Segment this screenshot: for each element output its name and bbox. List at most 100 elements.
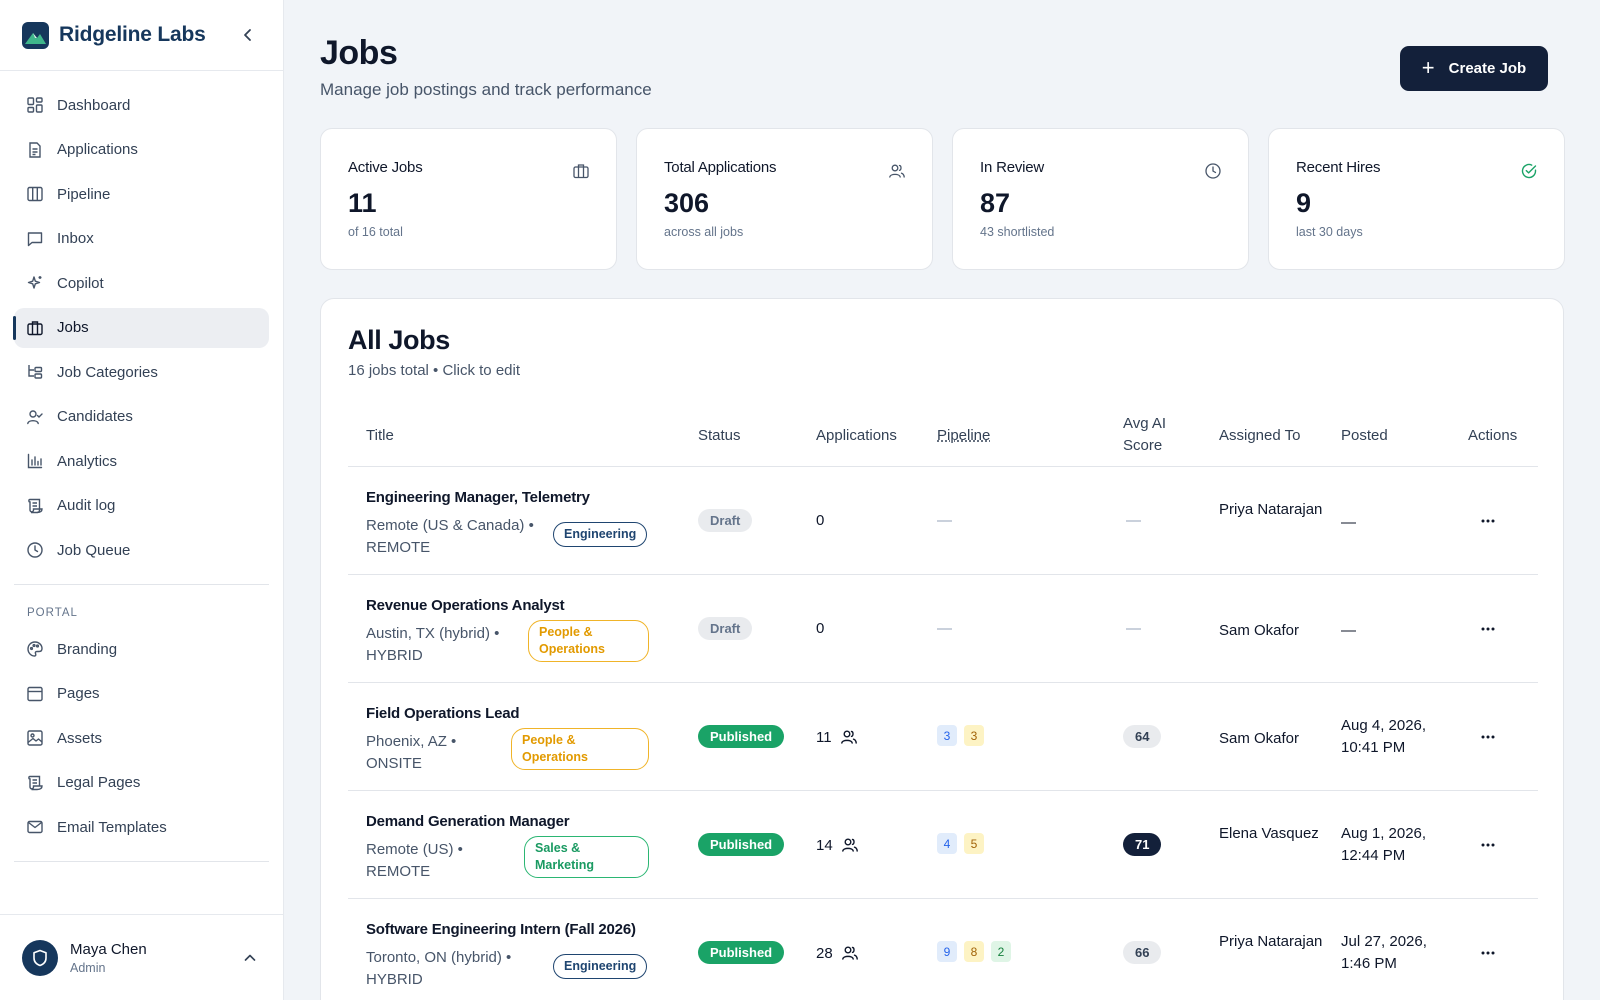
sidebar-item-copilot[interactable]: Copilot	[14, 263, 269, 303]
shield-icon	[33, 949, 47, 966]
avatar	[22, 939, 58, 976]
sidebar-item-label: Assets	[57, 729, 103, 747]
user-name: Maya Chen	[70, 940, 147, 958]
sidebar-item-applications[interactable]: Applications	[14, 130, 269, 170]
user-menu[interactable]: Maya Chen Admin	[0, 914, 284, 1000]
sidebar-item-job-categories[interactable]: Job Categories	[14, 352, 269, 392]
applications-value: 0	[816, 620, 825, 637]
sidebar-item-audit-log[interactable]: Audit log	[14, 486, 269, 526]
bar-chart-icon	[27, 453, 43, 469]
stat-card-recent-hires: Recent Hires 9 last 30 days	[1268, 128, 1565, 270]
column-header-status[interactable]: Status	[698, 426, 741, 444]
portal-section-label: PORTAL	[27, 607, 78, 619]
chevron-up-icon[interactable]	[242, 950, 258, 966]
sidebar-item-inbox[interactable]: Inbox	[14, 219, 269, 259]
sidebar-item-pipeline[interactable]: Pipeline	[14, 174, 269, 214]
brand-name: Ridgeline Labs	[59, 23, 206, 46]
column-header-pipeline[interactable]: Pipeline	[937, 426, 991, 444]
job-title[interactable]: Software Engineering Intern (Fall 2026)	[366, 921, 636, 938]
job-location: Remote (US) • REMOTE	[366, 839, 556, 883]
category-tag: People & Operations	[528, 620, 649, 662]
pipeline-counts: 3 3	[937, 725, 984, 746]
score-empty: —	[1126, 620, 1141, 637]
nav-divider	[14, 861, 269, 862]
brand-header: Ridgeline Labs	[0, 0, 283, 71]
column-header-posted[interactable]: Posted	[1341, 426, 1388, 444]
dashboard-icon	[27, 97, 43, 113]
main-nav: Dashboard Applications Pipeline Inbox Co…	[0, 71, 283, 862]
users-icon	[841, 838, 858, 852]
category-tag: Sales & Marketing	[524, 836, 649, 878]
sidebar-item-legal-pages[interactable]: Legal Pages	[14, 763, 269, 803]
create-job-button[interactable]: + Create Job	[1400, 46, 1548, 91]
posted-date: —	[1341, 622, 1356, 639]
status-badge: Published	[698, 833, 785, 856]
sidebar-item-label: Applications	[57, 141, 138, 158]
more-actions-icon[interactable]	[1478, 835, 1498, 855]
job-location: Remote (US & Canada) • REMOTE	[366, 515, 556, 559]
sidebar-item-label: Job Queue	[57, 541, 131, 559]
jobs-table: Title Status Applications Pipeline Avg A…	[348, 403, 1538, 1000]
scroll-icon	[28, 498, 43, 513]
category-tag: Engineering	[553, 522, 648, 547]
sidebar-item-assets[interactable]: Assets	[14, 718, 269, 758]
table-row[interactable]: Field Operations Lead Phoenix, AZ • ONSI…	[348, 683, 1538, 791]
pipeline-empty: —	[937, 620, 952, 637]
table-row[interactable]: Engineering Manager, Telemetry Remote (U…	[348, 467, 1538, 575]
column-header-applications[interactable]: Applications	[816, 426, 897, 444]
sidebar-item-candidates[interactable]: Candidates	[14, 397, 269, 437]
assigned-to: Elena Vasquez	[1219, 825, 1319, 842]
document-icon	[29, 141, 41, 158]
status-badge: Draft	[698, 509, 753, 532]
mail-icon	[27, 820, 43, 834]
location-text: Phoenix, AZ •	[366, 733, 457, 750]
column-header-avg-ai-score[interactable]: Avg AI Score	[1123, 403, 1166, 467]
more-actions-icon[interactable]	[1478, 943, 1498, 963]
users-icon	[840, 730, 857, 744]
sidebar-item-dashboard[interactable]: Dashboard	[14, 85, 269, 125]
brand-logo[interactable]	[22, 21, 49, 49]
table-row[interactable]: Software Engineering Intern (Fall 2026) …	[348, 899, 1538, 1000]
column-header-title[interactable]: Title	[366, 426, 394, 444]
clock-icon	[27, 542, 43, 558]
assigned-to: Priya Natarajan	[1219, 501, 1323, 518]
work-type: HYBRID	[366, 971, 423, 988]
stat-sub: last 30 days	[1296, 225, 1363, 239]
more-actions-icon[interactable]	[1478, 619, 1498, 639]
location-text: Remote (US & Canada) •	[366, 517, 534, 534]
more-actions-icon[interactable]	[1478, 727, 1498, 747]
job-title[interactable]: Demand Generation Manager	[366, 813, 570, 830]
chevron-left-icon[interactable]	[239, 26, 257, 44]
assigned-to: Sam Okafor	[1219, 730, 1300, 747]
table-header: Title Status Applications Pipeline Avg A…	[348, 403, 1538, 467]
job-title[interactable]: Revenue Operations Analyst	[366, 597, 565, 614]
job-title[interactable]: Engineering Manager, Telemetry	[366, 489, 590, 506]
sidebar-item-pages[interactable]: Pages	[14, 674, 269, 714]
users-icon	[841, 946, 858, 960]
pipeline-count-shortlisted: 2	[991, 941, 1011, 962]
sidebar-item-email-templates[interactable]: Email Templates	[14, 807, 269, 847]
table-row[interactable]: Revenue Operations Analyst Austin, TX (h…	[348, 575, 1538, 683]
ai-score-badge: 64	[1123, 725, 1162, 748]
job-title[interactable]: Field Operations Lead	[366, 705, 520, 722]
stat-value: 9	[1296, 188, 1312, 218]
column-header-assigned[interactable]: Assigned To	[1219, 426, 1301, 444]
stat-card-total-applications: Total Applications 306 across all jobs	[636, 128, 933, 270]
ai-score-badge: 66	[1123, 941, 1162, 964]
sidebar-item-analytics[interactable]: Analytics	[14, 441, 269, 481]
sidebar-item-job-queue[interactable]: Job Queue	[14, 530, 269, 570]
stat-value: 87	[980, 188, 1011, 218]
status-badge: Published	[698, 725, 785, 748]
table-row[interactable]: Demand Generation Manager Remote (US) • …	[348, 791, 1538, 899]
more-actions-icon[interactable]	[1478, 511, 1498, 531]
sidebar-item-label: Audit log	[57, 497, 116, 514]
location-text: Remote (US) •	[366, 841, 463, 858]
stat-sub: 43 shortlisted	[980, 225, 1055, 239]
column-header-line: Avg AI	[1123, 415, 1167, 432]
sidebar-item-label: Pages	[57, 685, 100, 702]
assigned-to: Priya Natarajan	[1219, 933, 1323, 950]
stat-label: In Review	[980, 159, 1045, 176]
sidebar-item-branding[interactable]: Branding	[14, 629, 269, 669]
hierarchy-icon	[28, 365, 43, 379]
sidebar-item-jobs[interactable]: Jobs	[13, 307, 269, 348]
